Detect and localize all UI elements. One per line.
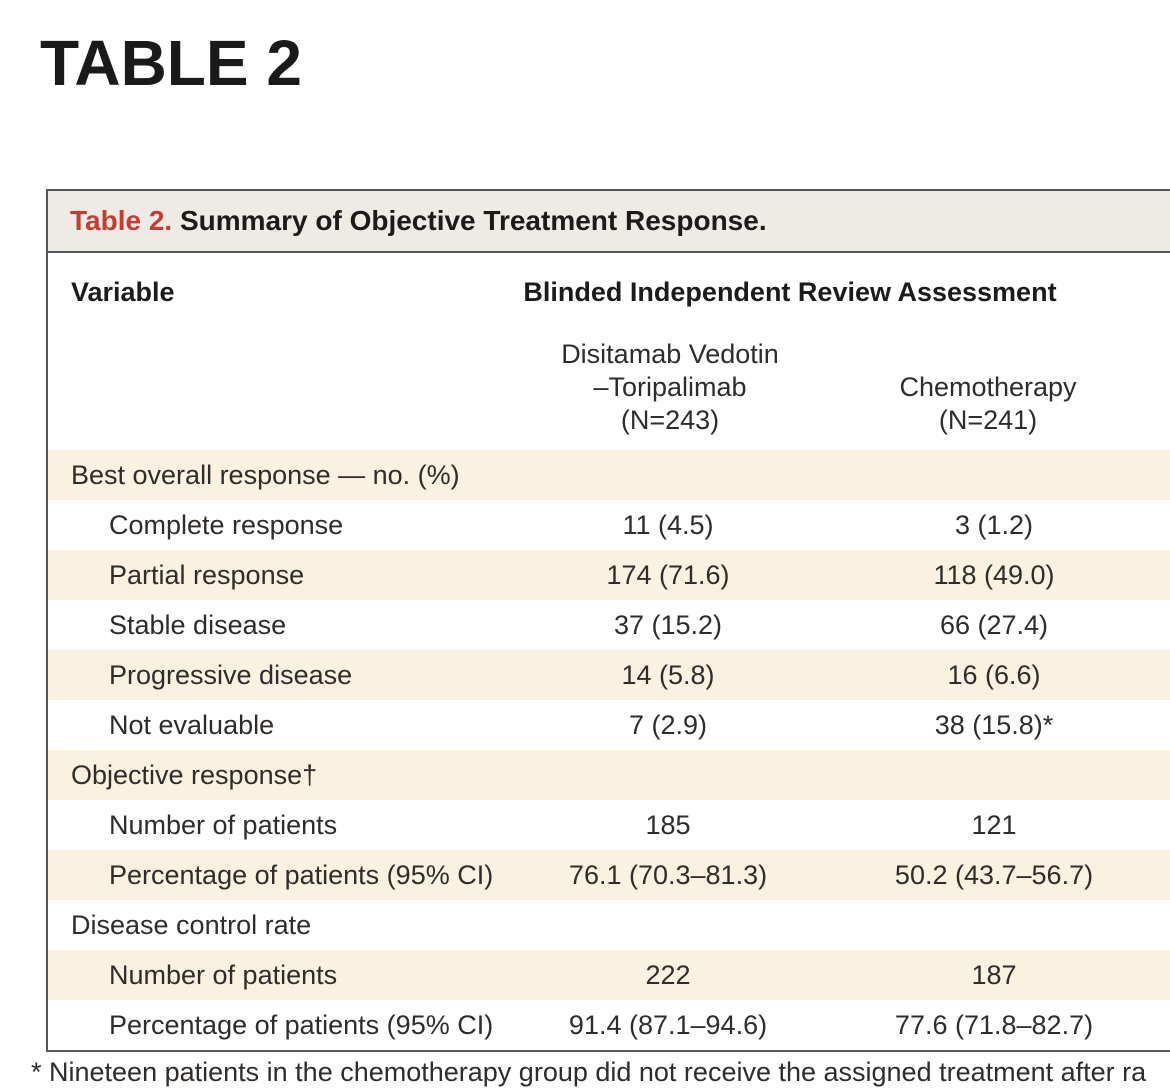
column-header-group-1: Disitamab Vedotin –Toripalimab (N=243) [561,338,779,437]
row-value-group1: 11 (4.5) [622,509,714,540]
row-value-group1: 7 (2.9) [628,709,708,740]
group2-n: (N=241) [938,405,1038,435]
table-title-bar: Table 2. Summary of Objective Treatment … [48,191,1170,253]
table-2-card: Table 2. Summary of Objective Treatment … [46,189,1170,1052]
row-value-group1: 174 (71.6) [606,559,730,590]
column-header-group-2: Chemotherapy (N=241) [899,371,1076,437]
table-row: Complete response 11 (4.5) 3 (1.2) [48,500,1170,550]
table-number-label: Table 2. [70,205,173,236]
table-row: Partial response 174 (71.6) 118 (49.0) [48,550,1170,600]
row-value-group2: 38 (15.8)* [934,709,1054,740]
row-value-group1: 14 (5.8) [621,659,715,690]
table-row: Not evaluable 7 (2.9) 38 (15.8)* [48,700,1170,750]
row-value-group2: 118 (49.0) [933,559,1055,590]
row-label: Disease control rate [71,909,312,940]
row-label: Best overall response — no. (%) [71,459,460,490]
table-row: Disease control rate [48,900,1170,950]
group1-n: (N=243) [620,405,720,435]
row-value-group2: 50.2 (43.7–56.7) [894,859,1094,890]
row-value-group2: 16 (6.6) [947,659,1041,690]
row-label: Not evaluable [109,709,275,740]
row-label: Progressive disease [109,659,353,690]
column-header-variable: Variable [71,277,175,307]
row-value-group1: 76.1 (70.3–81.3) [568,859,768,890]
row-label: Percentage of patients (95% CI) [109,859,494,890]
page-title: TABLE 2 [40,27,302,99]
row-label: Objective response† [71,759,318,790]
row-label: Stable disease [109,609,287,640]
row-label: Number of patients [109,959,338,990]
column-header-area: Variable Blinded Independent Review Asse… [48,253,1170,450]
table-row: Percentage of patients (95% CI) 76.1 (70… [48,850,1170,900]
table-row: Stable disease 37 (15.2) 66 (27.4) [48,600,1170,650]
row-value-group1: 37 (15.2) [613,609,723,640]
row-label: Partial response [109,559,305,590]
table-row: Number of patients 222 187 [48,950,1170,1000]
table-row: Best overall response — no. (%) [48,450,1170,500]
row-value-group1: 222 [645,959,691,990]
row-value-group1: 91.4 (87.1–94.6) [568,1009,768,1040]
row-label: Number of patients [109,809,338,840]
row-label: Complete response [109,509,344,540]
table-row: Progressive disease 14 (5.8) 16 (6.6) [48,650,1170,700]
table-footnote: * Nineteen patients in the chemotherapy … [31,1057,1147,1087]
group1-name-line1: Disitamab Vedotin [561,339,779,369]
row-value-group2: 187 [971,959,1017,990]
row-value-group1: 185 [645,809,691,840]
table-row: Percentage of patients (95% CI) 91.4 (87… [48,1000,1170,1050]
table-row: Number of patients 185 121 [48,800,1170,850]
group2-name-line1: Chemotherapy [899,372,1077,402]
row-value-group2: 3 (1.2) [954,509,1034,540]
table-title-text: Summary of Objective Treatment Response. [172,205,767,236]
row-label: Percentage of patients (95% CI) [109,1009,494,1040]
table-row: Objective response† [48,750,1170,800]
column-header-spanner: Blinded Independent Review Assessment [523,277,1057,307]
group1-name-line2: –Toripalimab [593,372,747,402]
row-value-group2: 77.6 (71.8–82.7) [894,1009,1094,1040]
row-value-group2: 121 [971,809,1017,840]
row-value-group2: 66 (27.4) [939,609,1049,640]
